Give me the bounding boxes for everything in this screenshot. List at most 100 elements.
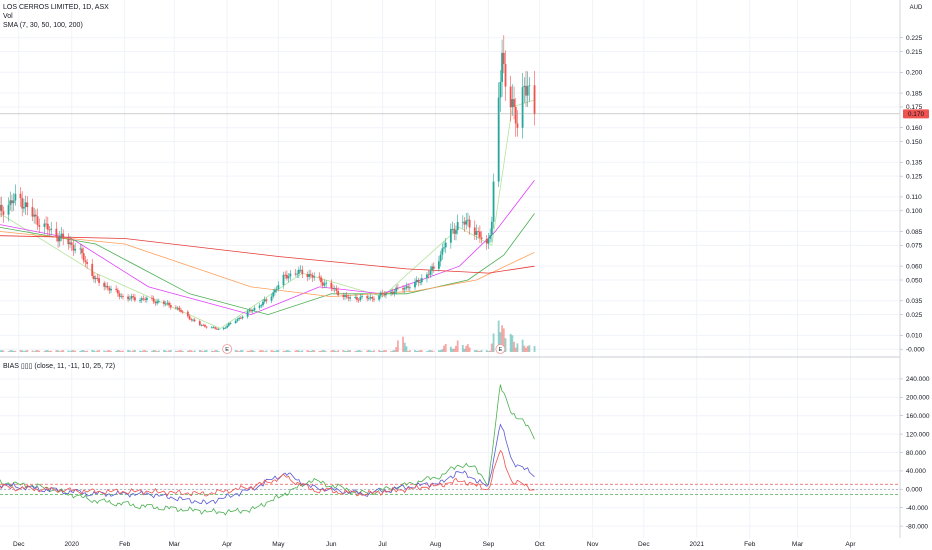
candle-body: [180, 310, 182, 312]
volume-bar: [289, 351, 292, 352]
volume-bar: [337, 350, 340, 352]
volume-bar: [139, 350, 141, 352]
candle-body: [84, 260, 87, 263]
candle-body: [24, 202, 27, 208]
candle-body: [313, 276, 316, 278]
candle-body: [443, 247, 445, 249]
volume-bar: [367, 350, 370, 352]
bias-tick-label: 40.000: [906, 468, 926, 475]
candle-body: [122, 296, 124, 298]
candle-body: [157, 301, 160, 303]
candle-body: [0, 204, 3, 212]
sma-legend[interactable]: SMA (7, 30, 50, 100, 200): [3, 22, 83, 29]
candle-body: [262, 301, 264, 306]
candle-body: [294, 273, 297, 275]
candle-body: [79, 248, 82, 250]
time-tick-label: Oct: [535, 541, 545, 548]
time-tick-label: Apr: [222, 541, 233, 548]
last-price-value: 0.170: [908, 111, 925, 118]
candle-body: [379, 292, 382, 296]
candle-body: [251, 310, 254, 312]
volume-bar: [359, 350, 362, 352]
candle-body: [103, 282, 106, 287]
volume-bar: [354, 351, 357, 352]
candle-body: [320, 277, 322, 283]
candle-body: [369, 297, 372, 299]
volume-bar: [234, 350, 237, 352]
candle-body: [250, 310, 252, 312]
volume-bar: [164, 350, 167, 352]
candle-body: [439, 254, 442, 262]
vol-legend[interactable]: Vol: [3, 13, 13, 20]
volume-bar: [181, 350, 184, 352]
volume-bar: [106, 350, 109, 352]
volume-bar: [361, 351, 363, 352]
candle-body: [311, 274, 314, 278]
volume-bar: [34, 350, 37, 352]
candle-body: [511, 99, 514, 108]
candle-body: [193, 319, 196, 322]
volume-bar: [390, 351, 392, 352]
volume-bar: [168, 350, 170, 352]
volume-bar: [154, 350, 157, 352]
currency-badge: AUD: [910, 5, 923, 11]
candle-body: [110, 288, 112, 291]
volume-bar: [31, 350, 34, 352]
volume-bar: [238, 351, 240, 352]
volume-bar: [473, 350, 476, 352]
price-tick-label: 0.100: [906, 208, 923, 215]
candle-body: [72, 244, 75, 251]
time-axis[interactable]: Dec 2020 Feb Mar Apr May Jun Jul Aug Sep Oct Nov Dec…: [13, 541, 856, 548]
volume-bar: [420, 350, 423, 352]
volume-bar: [26, 350, 29, 352]
candle-body: [128, 298, 131, 300]
symbol-title[interactable]: LOS CERROS LIMITED, 1D, ASX: [3, 4, 109, 11]
volume-bar: [258, 350, 261, 352]
volume-bar: [419, 350, 422, 352]
volume-bar: [294, 350, 297, 352]
earnings-marker-label: E: [499, 347, 503, 353]
sma-line-30: [0, 180, 535, 316]
volume-bar: [391, 350, 394, 352]
symbol-legend[interactable]: LOS CERROS LIMITED, 1D, ASX Vol SMA (7, …: [3, 3, 109, 30]
bias-pane[interactable]: [0, 384, 900, 516]
candle-body: [93, 275, 95, 280]
candle-body: [142, 298, 145, 300]
volume-bar: [69, 351, 71, 352]
candle-body: [234, 320, 237, 324]
volume-bar: [455, 345, 457, 352]
candle-body: [9, 200, 12, 205]
candle-body: [168, 302, 170, 306]
volume-bar: [373, 350, 375, 352]
volume-bar: [176, 351, 179, 352]
time-tick-label: Aug: [430, 541, 442, 548]
volume-bar: [11, 350, 13, 352]
candle-body: [98, 278, 100, 283]
bias-axis[interactable]: 240.000 200.000 160.000 120.000 80.000 40.000…: [900, 376, 930, 530]
volume-bar: [528, 345, 531, 352]
candle-body: [154, 301, 157, 304]
candle-body: [188, 316, 191, 320]
candle-body: [127, 296, 129, 300]
candle-body: [178, 307, 181, 311]
price-axis[interactable]: 0.225 0.215 0.200 0.185 0.175 0.160 0.150 0.135…: [900, 35, 925, 354]
volume-bar: [246, 350, 249, 352]
price-tick-label: 0.025: [906, 312, 923, 319]
volume-bar: [57, 350, 59, 352]
bias-legend[interactable]: BIAS ▯▯▯ (close, 11, -11, 10, 25, 72): [3, 363, 116, 370]
volume-bar: [120, 351, 123, 352]
candle-body: [414, 282, 416, 288]
candle-body: [533, 85, 536, 115]
volume-bar: [104, 351, 107, 352]
volume-bar: [127, 350, 129, 352]
candle-body: [451, 228, 454, 230]
candle-body: [115, 288, 118, 290]
candle-body: [192, 319, 194, 321]
candle-body: [487, 238, 490, 244]
candle-body: [475, 231, 478, 235]
volume-bar: [309, 351, 312, 352]
volume-bar: [0, 350, 1, 352]
